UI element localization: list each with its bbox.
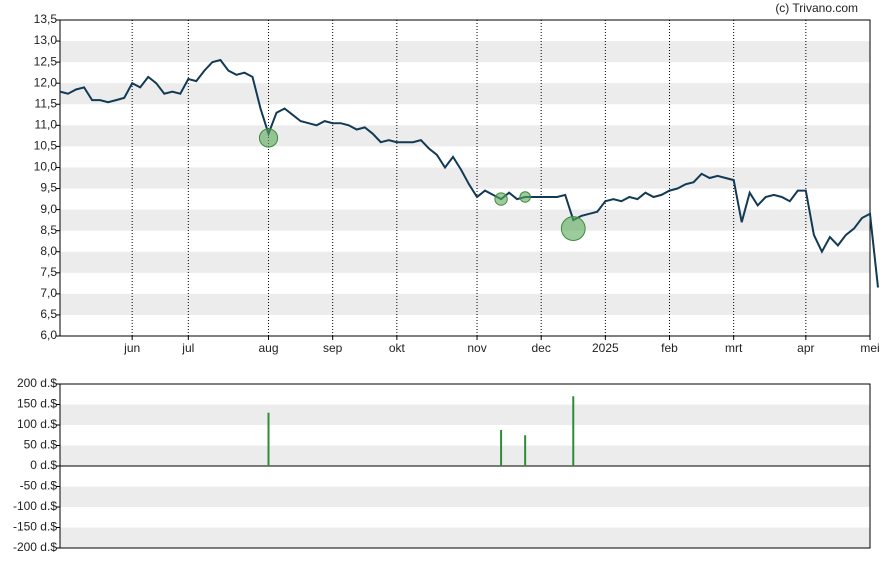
- x-tick-label: dec: [532, 341, 551, 355]
- y-tick-label: 7,5: [40, 265, 57, 279]
- y-tick-label: 8,5: [40, 223, 57, 237]
- grid-band: [60, 486, 870, 507]
- y-tick-label: 6,5: [40, 307, 57, 321]
- y-tick-label: 10,0: [34, 160, 58, 174]
- dividend-bubble: [519, 191, 531, 203]
- x-tick-label: apr: [797, 341, 814, 355]
- y-tick-label: 11,0: [35, 118, 58, 132]
- grid-band: [60, 125, 870, 147]
- y-tick-label: 12,5: [34, 54, 58, 68]
- y-tick-label: 50 d.$: [24, 438, 58, 452]
- y-tick-label: 11,5: [35, 96, 58, 110]
- y-tick-label: 6,0: [40, 328, 57, 342]
- x-tick-label: mrt: [725, 341, 743, 355]
- grid-band: [60, 527, 870, 548]
- y-tick-label: 150 d.$: [17, 397, 57, 411]
- dividend-bubble: [494, 192, 508, 206]
- grid-band: [60, 251, 870, 273]
- grid-band: [60, 445, 870, 466]
- x-tick-label: sep: [323, 341, 343, 355]
- grid-band: [60, 404, 870, 425]
- x-tick-label: 2025: [592, 341, 619, 355]
- x-tick-label: nov: [467, 341, 486, 355]
- x-tick-label: jul: [181, 341, 194, 355]
- x-tick-label: mei: [860, 341, 879, 355]
- plot-frame: [59, 19, 871, 337]
- price-line: [59, 58, 879, 288]
- grid-band: [60, 41, 870, 63]
- grid-band: [60, 293, 870, 315]
- attribution: (c) Trivano.com: [775, 1, 858, 15]
- x-tick-label: jun: [123, 341, 140, 355]
- y-tick-label: 12,0: [34, 75, 58, 89]
- y-tick-label: 10,5: [34, 139, 58, 153]
- y-tick-label: -200 d.$: [13, 540, 57, 554]
- grid-band: [60, 209, 870, 231]
- grid-band: [60, 83, 870, 105]
- y-tick-label: -50 d.$: [20, 479, 58, 493]
- y-tick-label: 200 d.$: [17, 376, 57, 390]
- y-tick-label: 13,0: [34, 33, 58, 47]
- y-tick-label: 0 d.$: [30, 458, 57, 472]
- dividend-bubble: [258, 128, 279, 148]
- y-tick-label: -100 d.$: [13, 499, 57, 513]
- y-tick-label: 9,5: [40, 181, 57, 195]
- x-tick-label: okt: [389, 341, 406, 355]
- y-tick-label: 8,0: [40, 244, 57, 258]
- x-tick-label: aug: [258, 341, 278, 355]
- y-tick-label: 100 d.$: [17, 417, 57, 431]
- y-tick-label: -150 d.$: [13, 520, 57, 534]
- y-tick-label: 13,5: [34, 12, 58, 26]
- y-tick-label: 9,0: [40, 202, 57, 216]
- dividend-bubble: [560, 216, 586, 241]
- x-tick-label: feb: [661, 341, 678, 355]
- y-tick-label: 7,0: [40, 286, 57, 300]
